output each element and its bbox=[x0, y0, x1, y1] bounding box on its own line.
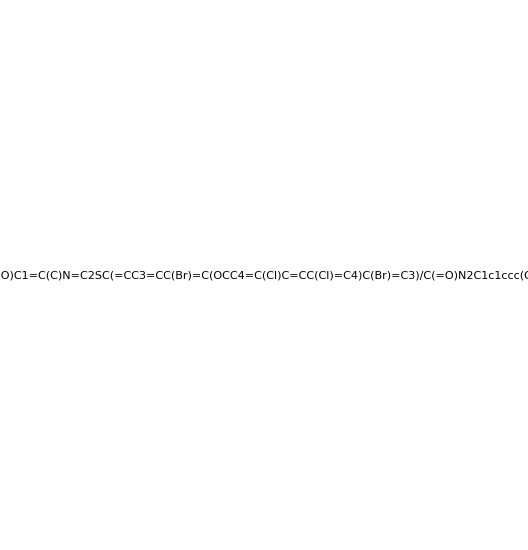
Text: CCOC(=O)C1=C(C)N=C2SC(=CC3=CC(Br)=C(OCC4=C(Cl)C=CC(Cl)=C4)C(Br)=C3)/C(=O)N2C1c1c: CCOC(=O)C1=C(C)N=C2SC(=CC3=CC(Br)=C(OCC4… bbox=[0, 270, 528, 280]
